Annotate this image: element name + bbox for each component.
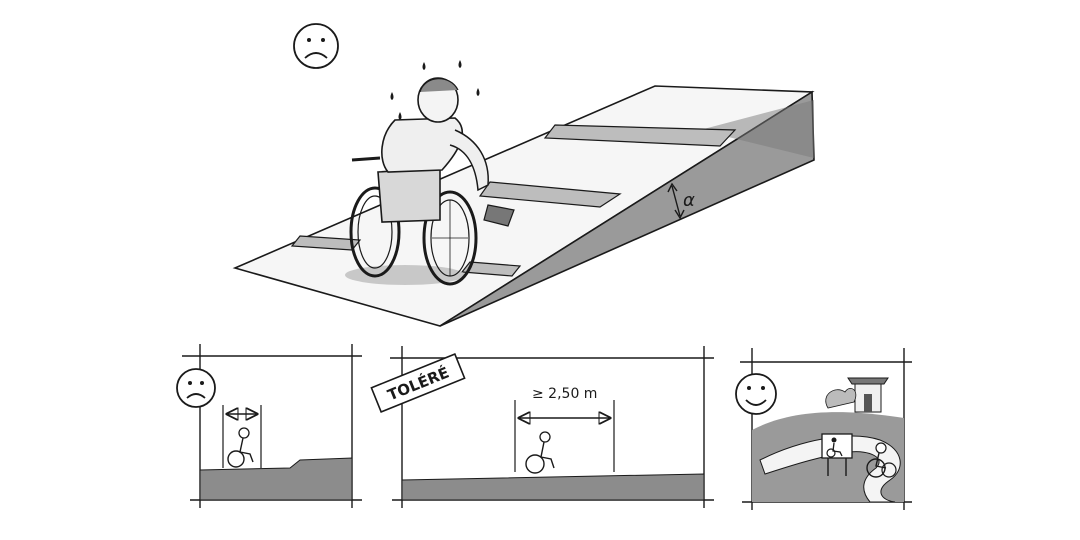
happy-face-icon [735,373,777,415]
ground-strip [401,473,705,501]
building-icon [847,377,889,413]
tolerated-stamp: TOLÉRÉ [370,353,466,413]
ramp-landing-strip-2 [478,181,622,208]
ramp-landing-strip-1 [543,124,737,147]
width-label: ≥ 2,50 m [532,386,597,402]
panel-narrow-path [176,344,362,508]
wheel-left [349,186,401,278]
sad-face-icon [293,23,339,69]
panel-accessible-path [735,348,912,510]
angle-label: α [683,190,695,211]
wheel-right [422,190,478,286]
accessibility-sign-icon [821,433,853,476]
slope-angle-marker: α [667,182,695,220]
ramp-scene: α [232,23,815,327]
ground-strip [199,457,353,501]
sad-face-icon [176,368,216,408]
wheelchair-user-icon [866,442,897,478]
wheelchair-user-struggling [345,60,515,286]
ramp-surface [232,85,815,327]
panel-tolerated-width: ≥ 2,50 m TOLÉRÉ [370,346,714,508]
sweat-drops [390,60,480,120]
wheelchair-user-icon [227,427,254,468]
wheelchair-user-icon [525,431,555,474]
